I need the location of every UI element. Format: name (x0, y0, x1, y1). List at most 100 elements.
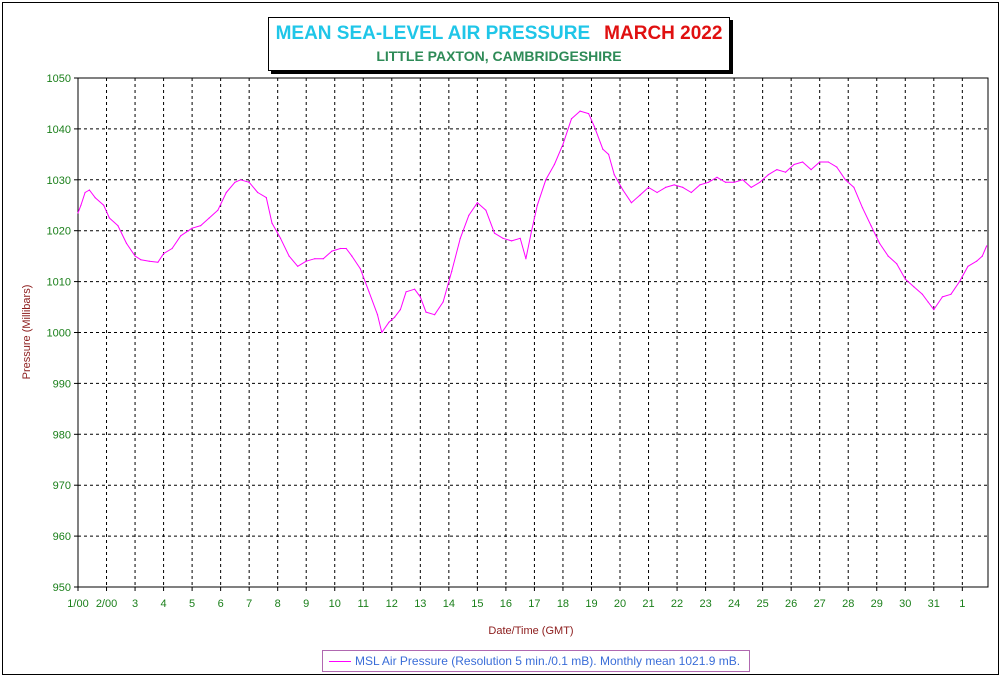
data-point (716, 176, 718, 178)
data-point (434, 314, 436, 316)
x-axis-ticks: 1/00 2/00 3 4 5 6 7 8 9 10 11 12 13 14 15 16 17 18 19 20 21 2… (67, 587, 965, 610)
data-point (191, 227, 193, 229)
data-point (288, 255, 290, 257)
data-point (853, 186, 855, 188)
data-point (163, 253, 165, 255)
data-point (77, 212, 79, 214)
data-point (271, 222, 273, 224)
x-tick-label: 1/00 (67, 598, 88, 610)
x-tick-label: 9 (303, 598, 309, 610)
data-point (767, 174, 769, 176)
data-point (240, 179, 242, 181)
data-point (331, 250, 333, 252)
y-tick-label: 1030 (47, 175, 71, 187)
data-point (394, 316, 396, 318)
y-tick-label: 980 (53, 429, 71, 441)
data-point (927, 301, 929, 303)
y-tick-label: 1000 (47, 328, 71, 340)
data-point (511, 240, 513, 242)
legend: MSL Air Pressure (Resolution 5 min./0.1 … (322, 650, 750, 672)
data-point (879, 242, 881, 244)
data-point (493, 232, 496, 234)
x-tick-label: 5 (189, 598, 195, 610)
x-tick-label: 22 (671, 598, 683, 610)
data-point (525, 258, 527, 260)
plot-area (77, 77, 989, 588)
data-point (476, 202, 478, 204)
data-point (593, 125, 595, 127)
data-point (322, 258, 324, 260)
x-tick-label: 31 (928, 598, 940, 610)
data-point (225, 191, 227, 194)
data-point (125, 242, 128, 244)
data-point (140, 259, 142, 261)
data-point (117, 225, 119, 227)
data-point (622, 189, 624, 191)
x-tick-label: 4 (161, 598, 167, 610)
data-point (725, 181, 727, 183)
data-point (376, 314, 379, 316)
data-point (613, 174, 615, 176)
data-point (690, 191, 692, 194)
data-point (485, 209, 487, 211)
data-point (248, 181, 250, 183)
x-tick-label: 18 (557, 598, 569, 610)
data-point (870, 225, 872, 227)
data-point (80, 204, 82, 206)
data-point (157, 261, 159, 263)
data-point (399, 309, 401, 311)
x-tick-label: 24 (728, 598, 740, 610)
data-point (861, 207, 864, 209)
data-point (819, 161, 821, 163)
x-tick-label: 27 (814, 598, 826, 610)
data-point (981, 255, 983, 257)
data-point (941, 296, 944, 298)
data-point (84, 191, 86, 194)
data-point (265, 197, 267, 199)
data-point (381, 331, 383, 334)
x-tick-label: 7 (246, 598, 252, 610)
data-point (451, 270, 453, 272)
x-tick-label: 12 (386, 598, 398, 610)
data-point (733, 181, 735, 183)
data-point (588, 113, 590, 115)
x-tick-label: 29 (871, 598, 883, 610)
data-point (180, 235, 182, 237)
data-point (810, 169, 812, 171)
data-point (793, 163, 795, 166)
data-point (665, 186, 667, 188)
grid-lines (78, 78, 988, 587)
y-tick-label: 990 (53, 378, 71, 390)
data-point (531, 230, 533, 232)
x-tick-label: 8 (275, 598, 281, 610)
data-point (639, 194, 641, 196)
data-point (545, 179, 547, 181)
data-point (419, 296, 421, 298)
x-axis-title: Date/Time (GMT) (488, 625, 573, 637)
data-point (553, 163, 556, 166)
data-point (519, 237, 521, 239)
chart-title: MEAN SEA-LEVEL AIR PRESSURE MARCH 2022 (269, 23, 729, 45)
data-point (468, 214, 470, 216)
data-point (904, 278, 906, 280)
y-tick-label: 950 (53, 582, 71, 594)
data-point (414, 288, 416, 290)
x-tick-label: 1 (959, 598, 965, 610)
data-point (208, 217, 210, 219)
x-tick-label: 15 (471, 598, 483, 610)
data-point (405, 291, 407, 293)
x-tick-label: 13 (414, 598, 426, 610)
x-tick-label: 10 (329, 598, 341, 610)
chart-title-month: MARCH 2022 (604, 23, 723, 44)
data-point (647, 186, 650, 188)
data-point (742, 179, 744, 181)
data-point (570, 118, 573, 120)
data-point (536, 204, 538, 206)
series-lines (77, 110, 988, 334)
x-tick-label: 17 (528, 598, 540, 610)
chart-title-main: MEAN SEA-LEVEL AIR PRESSURE (275, 23, 591, 44)
x-tick-label: 2/00 (96, 598, 117, 610)
x-tick-label: 19 (585, 598, 597, 610)
x-tick-label: 30 (899, 598, 911, 610)
